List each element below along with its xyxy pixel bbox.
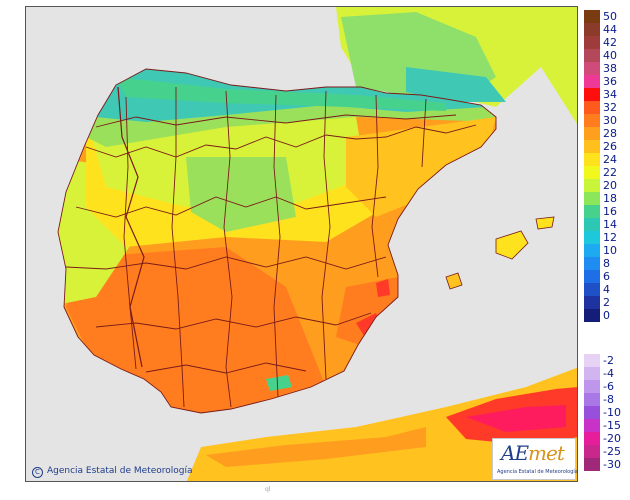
legend-swatch [584, 419, 600, 432]
logo-subtitle: Agencia Estatal de Meteorología [497, 469, 578, 475]
legend-swatch [584, 49, 600, 62]
logo-word: AEmet [501, 441, 565, 465]
alicante-hotspot [376, 279, 390, 297]
legend-label: 18 [603, 192, 617, 205]
legend-swatch [584, 309, 600, 322]
legend-swatch [584, 75, 600, 88]
legend-label: 22 [603, 166, 617, 179]
legend-label: 50 [603, 10, 617, 23]
legend-label: 32 [603, 101, 617, 114]
legend-label: 16 [603, 205, 617, 218]
copyright-icon: C [32, 467, 43, 478]
legend-label: -10 [603, 406, 621, 419]
legend-label: -15 [603, 419, 621, 432]
legend-swatch [584, 296, 600, 309]
legend-label: 10 [603, 244, 617, 257]
legend-swatch [584, 257, 600, 270]
legend-swatch [584, 36, 600, 49]
legend-swatch [584, 283, 600, 296]
legend-swatch [584, 101, 600, 114]
legend-label: 38 [603, 62, 617, 75]
legend-swatch [584, 127, 600, 140]
legend-swatch [584, 244, 600, 257]
legend-label: -2 [603, 354, 614, 367]
legend-label: 20 [603, 179, 617, 192]
legend-swatch [584, 218, 600, 231]
legend-swatch [584, 432, 600, 445]
legend-label: 6 [603, 270, 610, 283]
legend-swatch [584, 140, 600, 153]
legend-swatch [584, 458, 600, 471]
legend-swatch [584, 205, 600, 218]
legend-swatch [584, 23, 600, 36]
legend-label: 40 [603, 49, 617, 62]
portugal-border [117, 86, 145, 368]
legend-label: -8 [603, 393, 614, 406]
legend-swatch [584, 380, 600, 393]
legend-label: 2 [603, 296, 610, 309]
temperature-map [25, 6, 578, 482]
legend-label: 4 [603, 283, 610, 296]
legend-swatch [584, 192, 600, 205]
france-mountain-area [406, 67, 506, 102]
legend-label: -30 [603, 458, 621, 471]
copyright-credit: C Agencia Estatal de Meteorología [32, 466, 193, 478]
legend-swatch [584, 393, 600, 406]
fine-print: ql [265, 486, 271, 493]
sierra-nevada-cool [266, 375, 292, 391]
legend-label: 30 [603, 114, 617, 127]
legend-swatch [584, 354, 600, 367]
legend-label: 24 [603, 153, 617, 166]
legend-label: 14 [603, 218, 617, 231]
legend-swatch [584, 270, 600, 283]
legend-label: 42 [603, 36, 617, 49]
legend-label: -20 [603, 432, 621, 445]
legend-label: 34 [603, 88, 617, 101]
menorca [535, 216, 555, 230]
legend-swatch [584, 62, 600, 75]
legend-swatch [584, 445, 600, 458]
central-green [186, 157, 296, 232]
legend-swatch [584, 406, 600, 419]
legend-label: 26 [603, 140, 617, 153]
legend-label: -6 [603, 380, 614, 393]
ibiza [445, 272, 463, 290]
aemet-logo: AEmet Agencia Estatal de Meteorología [492, 438, 578, 480]
legend-label: 0 [603, 309, 610, 322]
map-canvas [26, 7, 577, 481]
legend-swatch [584, 114, 600, 127]
legend-label: -25 [603, 445, 621, 458]
mallorca [495, 230, 529, 260]
legend-swatch [584, 166, 600, 179]
legend-label: 28 [603, 127, 617, 140]
legend-swatch [584, 10, 600, 23]
africa-hot-core [466, 405, 566, 432]
legend-swatch [584, 153, 600, 166]
credit-text: Agencia Estatal de Meteorología [47, 466, 193, 476]
legend-label: -4 [603, 367, 614, 380]
legend-swatch [584, 231, 600, 244]
legend-swatch [584, 88, 600, 101]
province-borders [57, 68, 497, 414]
legend-swatch [584, 179, 600, 192]
legend-label: 36 [603, 75, 617, 88]
legend-label: 12 [603, 231, 617, 244]
legend-label: 44 [603, 23, 617, 36]
africa-warm-strip [206, 427, 426, 467]
legend-label: 8 [603, 257, 610, 270]
east-ebro-hot [346, 117, 496, 217]
legend-swatch [584, 367, 600, 380]
temperature-legend: 50 44 42 40 38 36 34 32 30 28 26 24 22 20 18 16 14 12 10 8 6… [582, 10, 630, 486]
cantabrian-coast [116, 77, 446, 111]
